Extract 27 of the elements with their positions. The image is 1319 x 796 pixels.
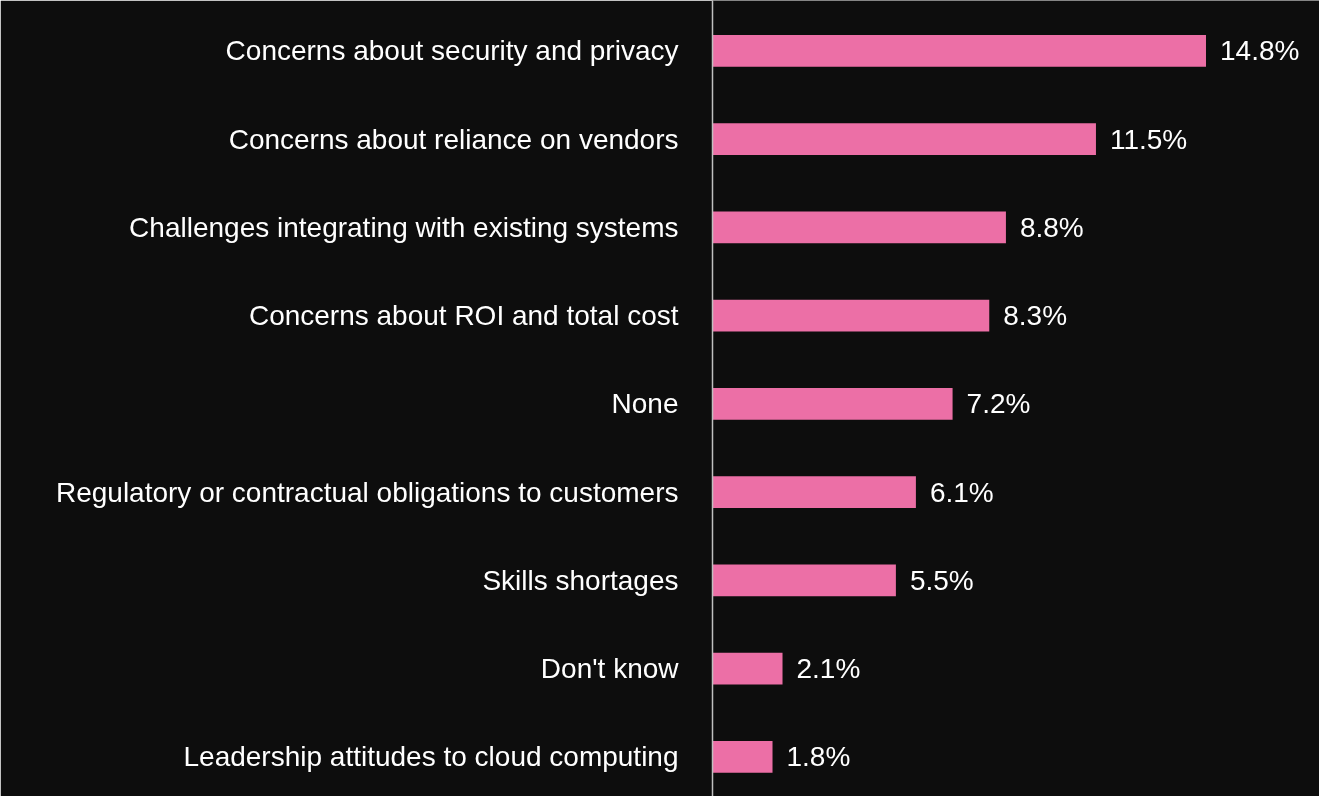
y-tick-label: Don't know bbox=[540, 653, 680, 685]
bar bbox=[712, 211, 1006, 244]
bar bbox=[712, 299, 990, 332]
data-label: 6.1% bbox=[929, 476, 994, 508]
data-label: 14.8% bbox=[1220, 35, 1300, 67]
data-label: 7.2% bbox=[966, 388, 1031, 420]
y-tick-label: Regulatory or contractual obligations to customers bbox=[55, 476, 679, 508]
bar bbox=[712, 564, 896, 597]
y-tick-label: Challenges integrating with existing systems bbox=[129, 211, 679, 243]
data-label: 5.5% bbox=[909, 564, 974, 596]
bar bbox=[712, 123, 1096, 155]
data-label: 8.3% bbox=[1003, 300, 1068, 332]
data-label: 8.8% bbox=[1019, 211, 1084, 243]
y-tick-label: Concerns about reliance on vendors bbox=[228, 123, 679, 155]
data-label: 1.8% bbox=[786, 741, 851, 773]
bar bbox=[712, 652, 783, 685]
y-tick-label: Concerns about security and privacy bbox=[225, 35, 679, 67]
data-label: 2.1% bbox=[796, 653, 861, 685]
y-tick-label: Concerns about ROI and total cost bbox=[248, 300, 679, 332]
y-tick-label: None bbox=[611, 388, 679, 420]
y-tick-label: Skills shortages bbox=[482, 564, 679, 596]
bar bbox=[712, 476, 916, 508]
data-label: 11.5% bbox=[1109, 123, 1188, 155]
y-tick-label: Leadership attitudes to cloud computing bbox=[183, 741, 679, 773]
bar bbox=[712, 387, 953, 420]
bar bbox=[712, 34, 1206, 67]
bar bbox=[712, 740, 773, 773]
